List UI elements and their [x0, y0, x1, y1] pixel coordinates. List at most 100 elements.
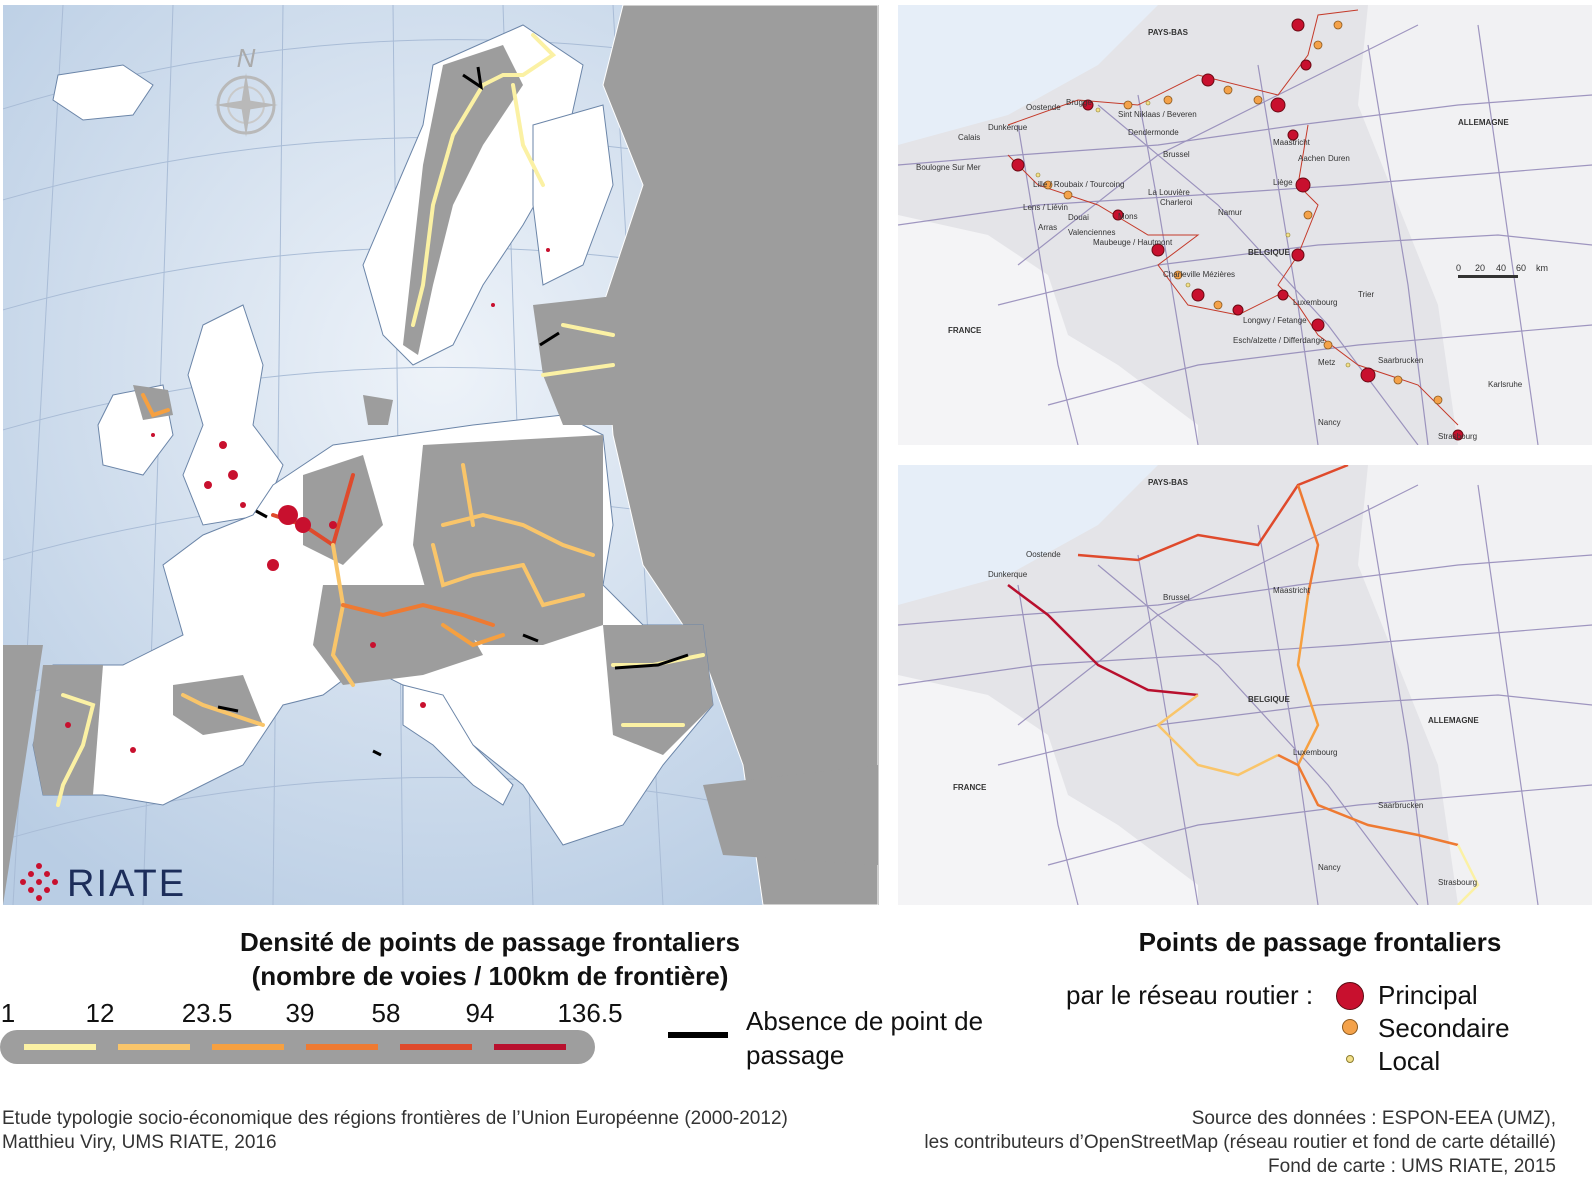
density-title-line2: (nombre de voies / 100km de frontière): [251, 961, 729, 991]
label-luxembourg-2: Luxembourg: [1293, 748, 1337, 757]
label-metz: Metz: [1318, 358, 1335, 367]
label-france: FRANCE: [948, 326, 982, 335]
scale-tick-0: 0: [1456, 263, 1461, 273]
road-network-2: [898, 484, 1592, 905]
label-pays-bas: PAYS-BAS: [1148, 28, 1189, 37]
label-strasbourg: Strasbourg: [1438, 432, 1477, 441]
density-class-3: [212, 1044, 284, 1050]
label-trier: Trier: [1358, 290, 1374, 299]
label-mons: Mons: [1118, 212, 1138, 221]
scale-tick-40: 40: [1496, 263, 1506, 273]
europe-border-density-map: N RIATE: [3, 5, 879, 905]
label-dendermonde: Dendermonde: [1128, 128, 1179, 137]
label-calais: Calais: [958, 133, 980, 142]
principal-label: Principal: [1378, 980, 1478, 1010]
footer-author: Matthieu Viry, UMS RIATE, 2016: [2, 1132, 277, 1153]
zoom-map-points: PAYS-BAS ALLEMAGNE BELGIQUE FRANCE Ooste…: [898, 5, 1592, 445]
label-allemagne: ALLEMAGNE: [1458, 118, 1509, 127]
label-namur: Namur: [1218, 208, 1242, 217]
label-allemagne-2: ALLEMAGNE: [1428, 716, 1479, 725]
density-class-2: [118, 1044, 190, 1050]
label-lille: Lille / Roubaix / Tourcoing: [1033, 180, 1124, 189]
label-aachen: Aachen: [1298, 154, 1325, 163]
density-class-1: [24, 1044, 96, 1050]
europe-map-svg: N: [3, 5, 878, 905]
label-lens: Lens / Liévin: [1023, 203, 1068, 212]
label-karlsruhe: Karlsruhe: [1488, 380, 1523, 389]
density-color-scale: [0, 1030, 595, 1064]
local-label: Local: [1378, 1046, 1441, 1076]
footer-source-data: Source des données : ESPON-EEA (UMZ),: [1191, 1108, 1556, 1129]
label-valenciennes: Valenciennes: [1068, 228, 1115, 237]
label-brussel: Brussel: [1163, 150, 1190, 159]
footer-credits: Etude typologie socio-économique des rég…: [2, 1107, 788, 1155]
non-eu-land: [602, 5, 878, 905]
label-saarbrucken-2: Saarbrucken: [1378, 801, 1423, 810]
label-sint-niklaas: Sint Niklaas / Beveren: [1118, 110, 1197, 119]
footer-sources: Source des données : ESPON-EEA (UMZ), le…: [924, 1107, 1556, 1179]
tick-12: 12: [85, 998, 115, 1028]
france-area: [898, 215, 1198, 445]
finland: [532, 104, 614, 286]
footer-source-basemap: Fond de carte : UMS RIATE, 2015: [1268, 1156, 1556, 1177]
scandinavia-border-regions: [403, 45, 523, 355]
label-saarbrucken: Saarbrucken: [1378, 356, 1423, 365]
label-dunkerque: Dunkerque: [988, 123, 1028, 132]
place-labels: PAYS-BAS ALLEMAGNE BELGIQUE FRANCE Ooste…: [916, 28, 1523, 441]
scale-tick-20: 20: [1475, 263, 1485, 273]
label-oostende: Oostende: [1026, 103, 1061, 112]
turkey: [703, 765, 878, 865]
secondaire-symbol: [1342, 1019, 1358, 1035]
tick-1: 1: [0, 998, 16, 1028]
label-maubeuge: Maubeuge / Hautmont: [1093, 238, 1173, 247]
tick-136-5: 136.5: [557, 998, 623, 1028]
points-legend-title: Points de passage frontaliers: [1138, 927, 1502, 957]
absence-symbol: [668, 1032, 728, 1038]
label-oostende-2: Oostende: [1026, 550, 1061, 559]
label-maastricht: Maastricht: [1273, 138, 1311, 147]
riate-logo: RIATE: [15, 860, 245, 904]
density-class-6: [494, 1044, 566, 1050]
scale-tick-60: 60: [1516, 263, 1526, 273]
label-la-louviere: La Louvière: [1148, 188, 1190, 197]
density-legend-title: Densité de points de passage frontaliers…: [200, 925, 780, 993]
label-belgique: BELGIQUE: [1248, 248, 1290, 257]
label-nancy-2: Nancy: [1318, 863, 1341, 872]
principal-symbol: [1336, 982, 1364, 1010]
zoom-top-svg: PAYS-BAS ALLEMAGNE BELGIQUE FRANCE Ooste…: [898, 5, 1592, 445]
compass-rose: N: [214, 43, 278, 137]
border-density-lines: [56, 33, 705, 807]
label-arras: Arras: [1038, 223, 1057, 232]
label-nancy: Nancy: [1318, 418, 1341, 427]
absence-label: Absence de point de passage: [746, 1006, 984, 1070]
logo-dots: [20, 863, 58, 901]
label-liege: Liège: [1273, 178, 1293, 187]
reseau-label: par le réseau routier :: [1066, 980, 1314, 1010]
label-strasbourg-2: Strasbourg: [1438, 878, 1477, 887]
label-brussel-2: Brussel: [1163, 593, 1190, 602]
place-labels-2: PAYS-BAS ALLEMAGNE BELGIQUE FRANCE Ooste…: [953, 478, 1479, 887]
urban-areas: [65, 248, 550, 753]
label-pays-bas-2: PAYS-BAS: [1148, 478, 1189, 487]
road-network: [898, 24, 1592, 445]
label-charleroi: Charleroi: [1160, 198, 1193, 207]
zoom-bottom-svg: PAYS-BAS ALLEMAGNE BELGIQUE FRANCE Ooste…: [898, 465, 1592, 905]
label-belgique-2: BELGIQUE: [1248, 695, 1290, 704]
zoom-map-density: PAYS-BAS ALLEMAGNE BELGIQUE FRANCE Ooste…: [898, 465, 1592, 905]
label-douai: Douai: [1068, 213, 1089, 222]
absence-lines: [217, 66, 689, 757]
north-label: N: [237, 43, 256, 73]
north-sea: [898, 5, 1158, 145]
label-maastricht-2: Maastricht: [1273, 586, 1311, 595]
italy: [402, 684, 514, 806]
label-charleville: Charleville Mézières: [1163, 270, 1235, 279]
logo-text: RIATE: [67, 863, 186, 904]
tick-23-5: 23.5: [181, 998, 233, 1028]
label-boulogne: Boulogne Sur Mer: [916, 163, 981, 172]
density-class-4: [306, 1044, 378, 1050]
density-title-line1: Densité de points de passage frontaliers: [240, 927, 740, 957]
label-duren: Duren: [1328, 154, 1350, 163]
secondaire-label: Secondaire: [1378, 1013, 1510, 1043]
tick-94: 94: [465, 998, 495, 1028]
label-dunkerque-2: Dunkerque: [988, 570, 1028, 579]
